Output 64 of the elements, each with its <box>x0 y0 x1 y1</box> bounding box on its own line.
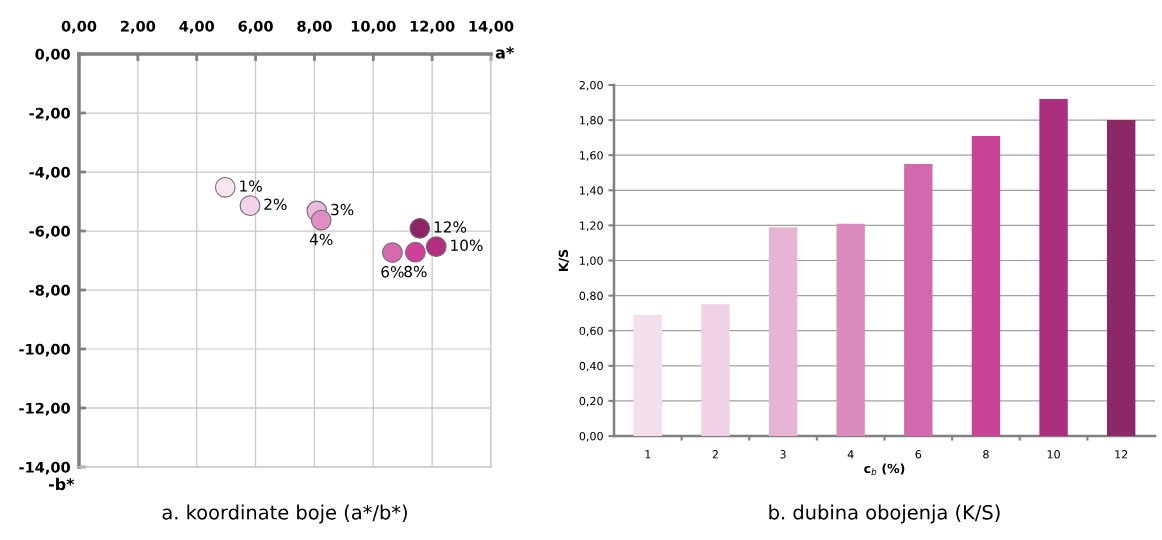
x-axis-title: c$_{b}$ (%) <box>864 463 905 476</box>
bar <box>904 163 933 436</box>
y-tick-label: -14,00 <box>19 461 70 475</box>
y-axis-title: -b* <box>48 477 75 491</box>
x-tick-label: 3 <box>780 450 786 459</box>
x-tick-label: 8,00 <box>297 20 332 34</box>
y-tick-label: 1,20 <box>580 221 603 231</box>
x-tick-label: 2,00 <box>121 20 156 34</box>
annotation: 3% <box>331 203 354 216</box>
y-tick-label: 0,00 <box>35 48 70 62</box>
bar <box>836 223 865 436</box>
y-tick-label: 0,20 <box>579 396 603 407</box>
bar <box>768 227 798 436</box>
x-tick-label: 10 <box>1047 450 1060 459</box>
x-tick-label: 4 <box>847 450 854 459</box>
y-tick-label: 1,40 <box>580 186 603 196</box>
x-tick-label: 4,00 <box>179 20 215 34</box>
y-tick-label: 2,00 <box>579 80 603 91</box>
annotation: 12% <box>434 221 467 233</box>
y-tick-label: 0,00 <box>579 431 603 442</box>
x-axis-title: a* <box>495 46 514 59</box>
bar <box>1039 99 1068 436</box>
point <box>310 209 332 231</box>
y-tick-label: 0,40 <box>579 361 603 372</box>
y-tick-label: -4,00 <box>29 166 70 180</box>
y-tick-label: -8,00 <box>29 284 70 298</box>
text: b. dubina obojenja (K/S) <box>769 504 1000 524</box>
point <box>382 242 403 263</box>
x-tick-label: 6 <box>915 450 922 459</box>
bar <box>701 304 730 436</box>
y-tick-label: -10,00 <box>19 343 70 357</box>
annotation: 10% <box>451 239 483 252</box>
y-tick-label: -2,00 <box>29 107 70 121</box>
y-tick-label: 1,00 <box>580 256 603 267</box>
y-tick-label: -12,00 <box>19 402 70 416</box>
point <box>214 176 236 198</box>
y-tick-label: 1,60 <box>580 151 603 161</box>
annotation: 6% <box>381 266 404 278</box>
point <box>409 217 431 239</box>
x-tick-label: 0,00 <box>61 20 97 34</box>
y-axis-title: K/S <box>558 249 570 271</box>
annotation: 2% <box>264 198 287 211</box>
y-tick-label: 0,80 <box>579 291 603 302</box>
x-tick-label: 12 <box>1115 450 1128 459</box>
point <box>239 195 261 217</box>
x-tick-label: 8 <box>983 450 989 459</box>
annotation: 8% <box>404 265 427 278</box>
y-tick-label: -6,00 <box>29 225 70 239</box>
bar <box>971 135 1001 436</box>
x-tick-label: 6,00 <box>238 20 273 34</box>
x-tick-label: 12,00 <box>410 20 455 34</box>
bar <box>633 314 663 436</box>
point <box>425 236 447 258</box>
bar <box>1106 120 1136 436</box>
text: a. koordinate boje (a*/b*) <box>162 504 407 524</box>
x-tick-label: 10,00 <box>351 20 396 34</box>
x-tick-label: 1 <box>645 450 651 459</box>
x-tick-label: 2 <box>712 450 718 459</box>
y-tick-label: 0,60 <box>579 326 603 337</box>
annotation: 4% <box>309 233 333 246</box>
y-tick-label: 1,80 <box>580 116 603 126</box>
x-tick-label: 14,00 <box>469 20 514 34</box>
annotation: 1% <box>240 180 262 192</box>
point <box>404 241 426 263</box>
